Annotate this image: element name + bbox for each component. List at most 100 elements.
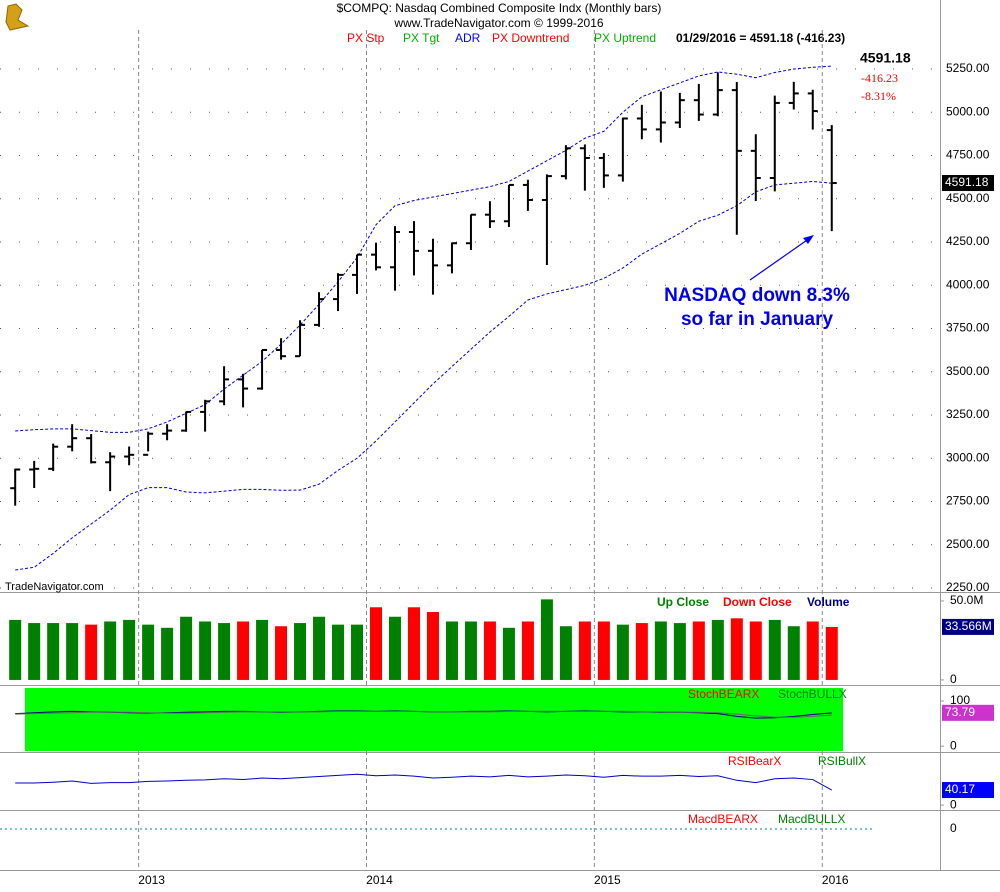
volume-bar: [806, 621, 819, 680]
band-line: [15, 180, 832, 571]
arrow-head: [803, 235, 814, 244]
y-tick-label: 50.0M: [950, 593, 983, 607]
annotation-arrow: [749, 237, 811, 281]
volume-bar: [635, 623, 648, 680]
y-tick-label: 0: [950, 821, 957, 835]
indicator-line: [15, 773, 832, 791]
volume-bar: [787, 626, 800, 680]
volume-bar: [313, 616, 326, 680]
volume-bar: [370, 607, 382, 680]
change-pct: -8.31%: [861, 89, 896, 103]
volume-bar: [540, 599, 553, 680]
y-tick-label: 0: [950, 797, 957, 811]
signal-highlight: [25, 688, 843, 751]
volume-bar: [123, 619, 136, 680]
volume-bar: [142, 624, 155, 680]
volume-bar: [275, 626, 288, 680]
current-value-label: 40.17: [945, 782, 975, 796]
current-value-label: 73.79: [945, 705, 975, 719]
x-tick-label: 2016: [822, 873, 849, 887]
volume-bar: [578, 621, 591, 680]
y-tick-label: 0: [950, 672, 957, 686]
volume-bar: [559, 626, 572, 680]
last-price: 4591.18: [860, 50, 911, 66]
band-line: [15, 65, 832, 433]
volume-bar: [161, 627, 174, 680]
y-tick-label: 4500.00: [946, 191, 990, 205]
volume-bar: [749, 621, 762, 680]
y-tick-label: 5000.00: [946, 104, 990, 118]
volume-bar: [730, 618, 743, 680]
volume-bar: [521, 621, 534, 680]
y-tick-label: 2500.00: [946, 537, 990, 551]
indicator-line: [15, 710, 832, 718]
chart-subtitle: www.TradeNavigator.com © 1999-2016: [393, 16, 603, 30]
volume-bar: [104, 621, 117, 680]
legend-item: Down Close: [723, 595, 792, 609]
last-info: 01/29/2016 = 4591.18 (-416.23): [676, 31, 845, 45]
annotation: NASDAQ down 8.3%: [664, 285, 850, 306]
indicator-label: MacdBULLX: [778, 812, 845, 826]
current-value-tag: [942, 618, 994, 635]
current-value-tag: [942, 704, 994, 721]
indicator-label: RSIBearX: [728, 754, 781, 768]
volume-bar: [711, 619, 724, 680]
x-tick-label: 2015: [594, 873, 621, 887]
volume-bar: [66, 623, 79, 680]
indicator-label: StochBULLX: [778, 687, 847, 701]
y-tick-label: 2750.00: [946, 494, 990, 508]
y-tick-label: 4250.00: [946, 234, 990, 248]
volume-bar: [825, 626, 838, 680]
legend-item: ADR: [455, 31, 481, 45]
y-tick-label: 0: [950, 738, 957, 752]
x-tick-label: 2013: [138, 873, 165, 887]
y-tick-label: 3250.00: [946, 407, 990, 421]
indicator-label: StochBEARX: [688, 687, 759, 701]
current-value-label: 33.566M: [945, 619, 992, 633]
y-tick-label: 4000.00: [946, 277, 990, 291]
volume-bar: [616, 624, 629, 680]
legend-item: Up Close: [657, 595, 709, 609]
volume-bar: [445, 621, 458, 680]
volume-bar: [85, 624, 98, 680]
volume-bar: [199, 621, 212, 680]
volume-bar: [502, 627, 515, 680]
legend-item: PX Downtrend: [492, 31, 569, 45]
legend-item: PX Tgt: [403, 31, 440, 45]
legend-item: Volume: [807, 595, 850, 609]
indicator-label: RSIBullX: [818, 754, 866, 768]
volume-bar: [9, 619, 22, 680]
current-value-label: 4591.18: [945, 175, 989, 189]
logo: [5, 3, 30, 31]
legend-item: PX Stp: [347, 31, 385, 45]
volume-bar: [237, 621, 250, 680]
volume-bar: [673, 623, 686, 680]
watermark: TradeNavigator.com: [5, 581, 104, 593]
volume-bar: [768, 619, 781, 680]
volume-bar: [597, 621, 610, 680]
volume-bar: [426, 612, 439, 680]
y-tick-label: 4750.00: [946, 148, 990, 162]
legend-item: PX Uptrend: [594, 31, 656, 45]
y-tick-label: 3750.00: [946, 321, 990, 335]
volume-bar: [407, 607, 420, 680]
current-value-tag: [942, 175, 994, 192]
chart-title: $COMPQ: Nasdaq Combined Composite Indx (…: [337, 1, 662, 15]
panel-frames: [0, 0, 1000, 871]
volume-bar: [218, 623, 231, 680]
volume-bar: [692, 621, 705, 680]
current-value-tag: [942, 782, 994, 799]
change: -416.23: [861, 71, 898, 85]
volume-bar: [294, 623, 307, 680]
volume-bar: [464, 621, 477, 680]
volume-bar: [28, 623, 41, 680]
volume-bar: [332, 624, 345, 680]
annotation: so far in January: [681, 309, 833, 330]
volume-bar: [256, 619, 269, 680]
volume-bar: [483, 621, 496, 680]
y-tick-label: 3000.00: [946, 450, 990, 464]
volume-bar: [351, 624, 364, 680]
volume-bar: [654, 621, 667, 680]
y-tick-label: 100: [950, 693, 970, 707]
